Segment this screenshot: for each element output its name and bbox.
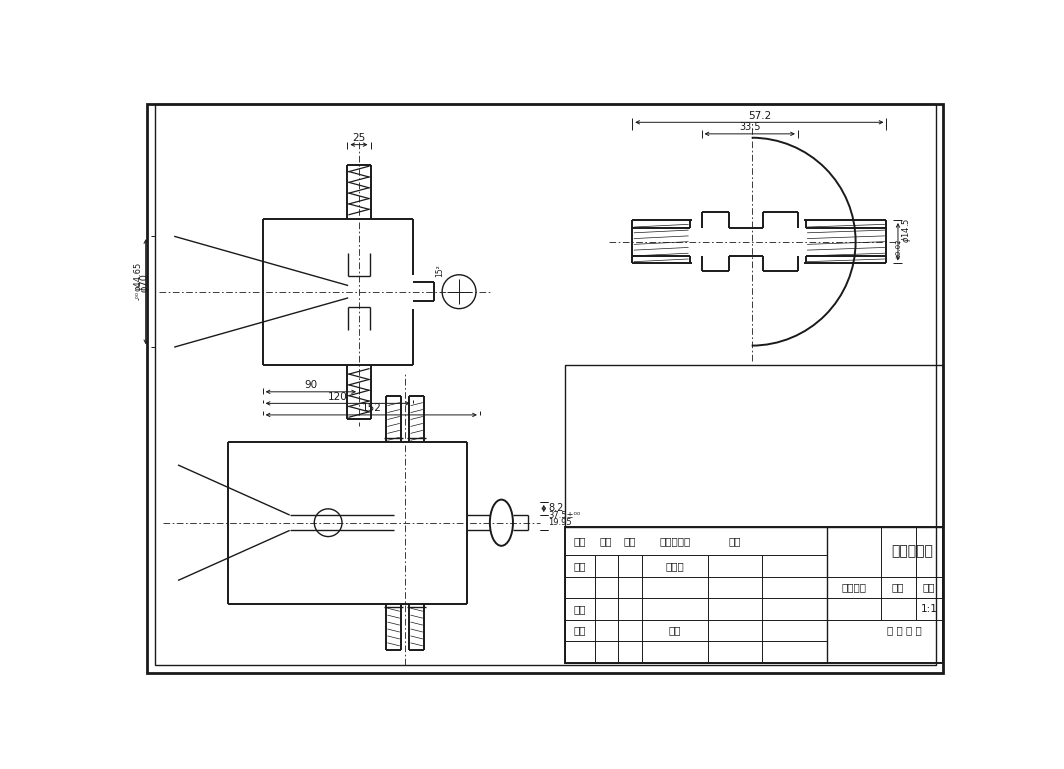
Text: 刀套结构图: 刀套结构图 [891,544,933,558]
Text: 比例: 比例 [922,582,935,592]
Text: 分区: 分区 [624,536,636,546]
Text: 标准化: 标准化 [665,561,684,571]
Text: 阶段标记: 阶段标记 [842,582,866,592]
Text: 共 张 第 张: 共 张 第 张 [886,625,921,635]
Text: 90: 90 [304,380,317,391]
Text: 37.5±⁰⁰: 37.5±⁰⁰ [548,511,581,520]
Text: 更改文件号: 更改文件号 [659,536,691,546]
Text: 重量: 重量 [892,582,904,592]
Bar [565,527,943,663]
Text: 批准: 批准 [668,625,681,635]
Text: 57.2: 57.2 [748,111,771,121]
Bar [565,365,943,527]
Text: 1:1: 1:1 [920,604,937,614]
Text: 33.5: 33.5 [739,122,761,132]
Text: 审核: 审核 [573,604,586,614]
Text: φ44.65: φ44.65 [133,261,143,291]
Text: 25: 25 [352,133,366,143]
Text: 设计: 设计 [573,561,586,571]
Text: 签名: 签名 [729,536,741,546]
Text: $\phi$14.5: $\phi$14.5 [900,218,913,243]
Text: 152: 152 [362,404,381,414]
Text: 工艺: 工艺 [573,625,586,635]
Text: 处数: 处数 [600,536,613,546]
Text: 19.95: 19.95 [548,518,572,528]
Text: 8.2: 8.2 [548,504,564,514]
Text: 标记: 标记 [573,536,586,546]
Text: 120: 120 [328,392,348,402]
Text: φ70: φ70 [139,273,149,291]
Text: 15²: 15² [435,264,445,277]
Text: -⁰⁰: -⁰⁰ [133,291,143,300]
Text: +0.02: +0.02 [896,238,901,260]
